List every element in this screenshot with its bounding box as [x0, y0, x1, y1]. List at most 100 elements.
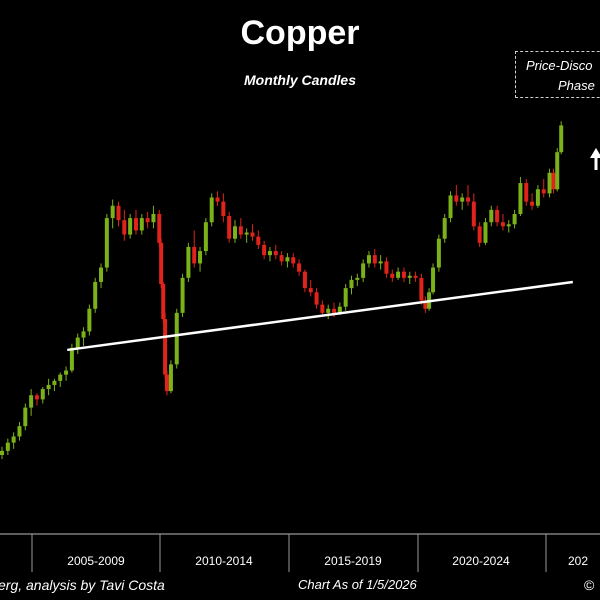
candle-body [431, 267, 436, 293]
candle-body [221, 201, 226, 217]
copyright-mark: © [584, 577, 595, 593]
candle-body [104, 218, 109, 268]
candle-body [337, 306, 342, 313]
candle-body [466, 197, 470, 202]
candle-body [151, 213, 156, 223]
candle-body [203, 222, 208, 252]
x-tick-label: 2005-2009 [67, 554, 125, 568]
candle-body [349, 279, 354, 289]
candle-body [139, 218, 144, 231]
candle-body [186, 246, 191, 278]
candle-body [396, 271, 401, 278]
candle-body [477, 226, 482, 243]
candle-body [512, 213, 517, 225]
candle-body [454, 195, 459, 202]
candle-body [372, 255, 377, 264]
candle-body [23, 407, 28, 427]
candle-body [11, 436, 16, 443]
candle-body [407, 275, 412, 278]
candle-body [238, 226, 243, 235]
price-discovery-annotation: Price-Disco Phase [515, 51, 600, 98]
candle-body [390, 273, 395, 278]
candle-body [302, 271, 307, 289]
candle-body [343, 288, 348, 307]
candle-body [163, 319, 168, 375]
candle-body [291, 257, 296, 264]
x-tick-label: 2020-2024 [452, 554, 510, 568]
candle-body [489, 209, 494, 223]
candle-body [401, 271, 406, 278]
candle-body [285, 257, 290, 262]
candle-body [262, 244, 267, 256]
candle-body [34, 395, 39, 400]
candle-body [250, 232, 255, 237]
candle-body [128, 218, 133, 235]
candle-body [161, 284, 166, 320]
candle-body [332, 308, 337, 313]
candle-body [81, 331, 86, 338]
candle-body [559, 125, 564, 153]
candle-body [58, 374, 63, 381]
candle-body [495, 209, 500, 223]
candle-body [506, 224, 511, 227]
candle-body [87, 308, 92, 332]
candle-body [64, 370, 69, 375]
candle-body [227, 216, 232, 239]
x-tick-label: 202 [568, 554, 588, 568]
candle-body [52, 380, 57, 385]
candle-body [99, 267, 104, 282]
candle-body [524, 183, 529, 202]
candle-body [326, 308, 331, 313]
candle-body [320, 304, 325, 313]
candles-group [0, 121, 564, 460]
candle-body [471, 201, 476, 227]
candle-body [551, 172, 556, 190]
candle-body [384, 261, 389, 274]
x-axis-ticks: 2005-2009 2010-2014 2015-2019 2020-2024 202 [31, 534, 588, 572]
candle-body [483, 222, 488, 243]
chart-title: Copper [240, 14, 360, 52]
candle-body [180, 277, 185, 313]
candle-body [419, 277, 424, 301]
candle-body [273, 251, 278, 256]
candle-body [541, 189, 546, 194]
candle-body [46, 384, 51, 390]
chart-subtitle: Monthly Candles [243, 72, 356, 88]
candle-body [174, 312, 179, 365]
candle-body [355, 277, 360, 280]
candle-body [378, 261, 383, 264]
candle-body [366, 255, 371, 264]
candle-body [159, 242, 164, 285]
candle-body [5, 442, 10, 451]
candle-body [215, 197, 220, 202]
candle-body [448, 195, 453, 219]
annotation-line-1: Price-Disco [526, 58, 593, 73]
source-credit: erg, analysis by Tavi Costa [0, 577, 165, 593]
candle-body [500, 222, 505, 227]
resistance-trendline [67, 280, 574, 352]
candle-body [122, 220, 127, 235]
annotation-line-2: Phase [558, 78, 595, 93]
candle-body [460, 197, 465, 202]
candle-body [423, 300, 428, 309]
candle-body [297, 263, 302, 272]
candle-body [518, 183, 523, 214]
candle-body [0, 450, 4, 455]
candle-body [198, 251, 203, 264]
candle-body [442, 218, 447, 239]
candle-body [314, 292, 319, 305]
candle-body [361, 263, 366, 278]
candle-body [535, 189, 540, 206]
x-tick-label: 2015-2019 [324, 554, 382, 568]
candle-body [69, 347, 74, 371]
price-discovery-arrow [590, 148, 600, 170]
candle-body [157, 213, 162, 243]
candle-body [279, 255, 284, 262]
x-tick-label: 2010-2014 [195, 554, 253, 568]
candle-body [555, 152, 560, 190]
candle-body [116, 205, 121, 221]
candle-body [17, 426, 22, 437]
candle-body [93, 281, 98, 309]
candle-body [110, 205, 115, 219]
candle-body [256, 236, 261, 245]
